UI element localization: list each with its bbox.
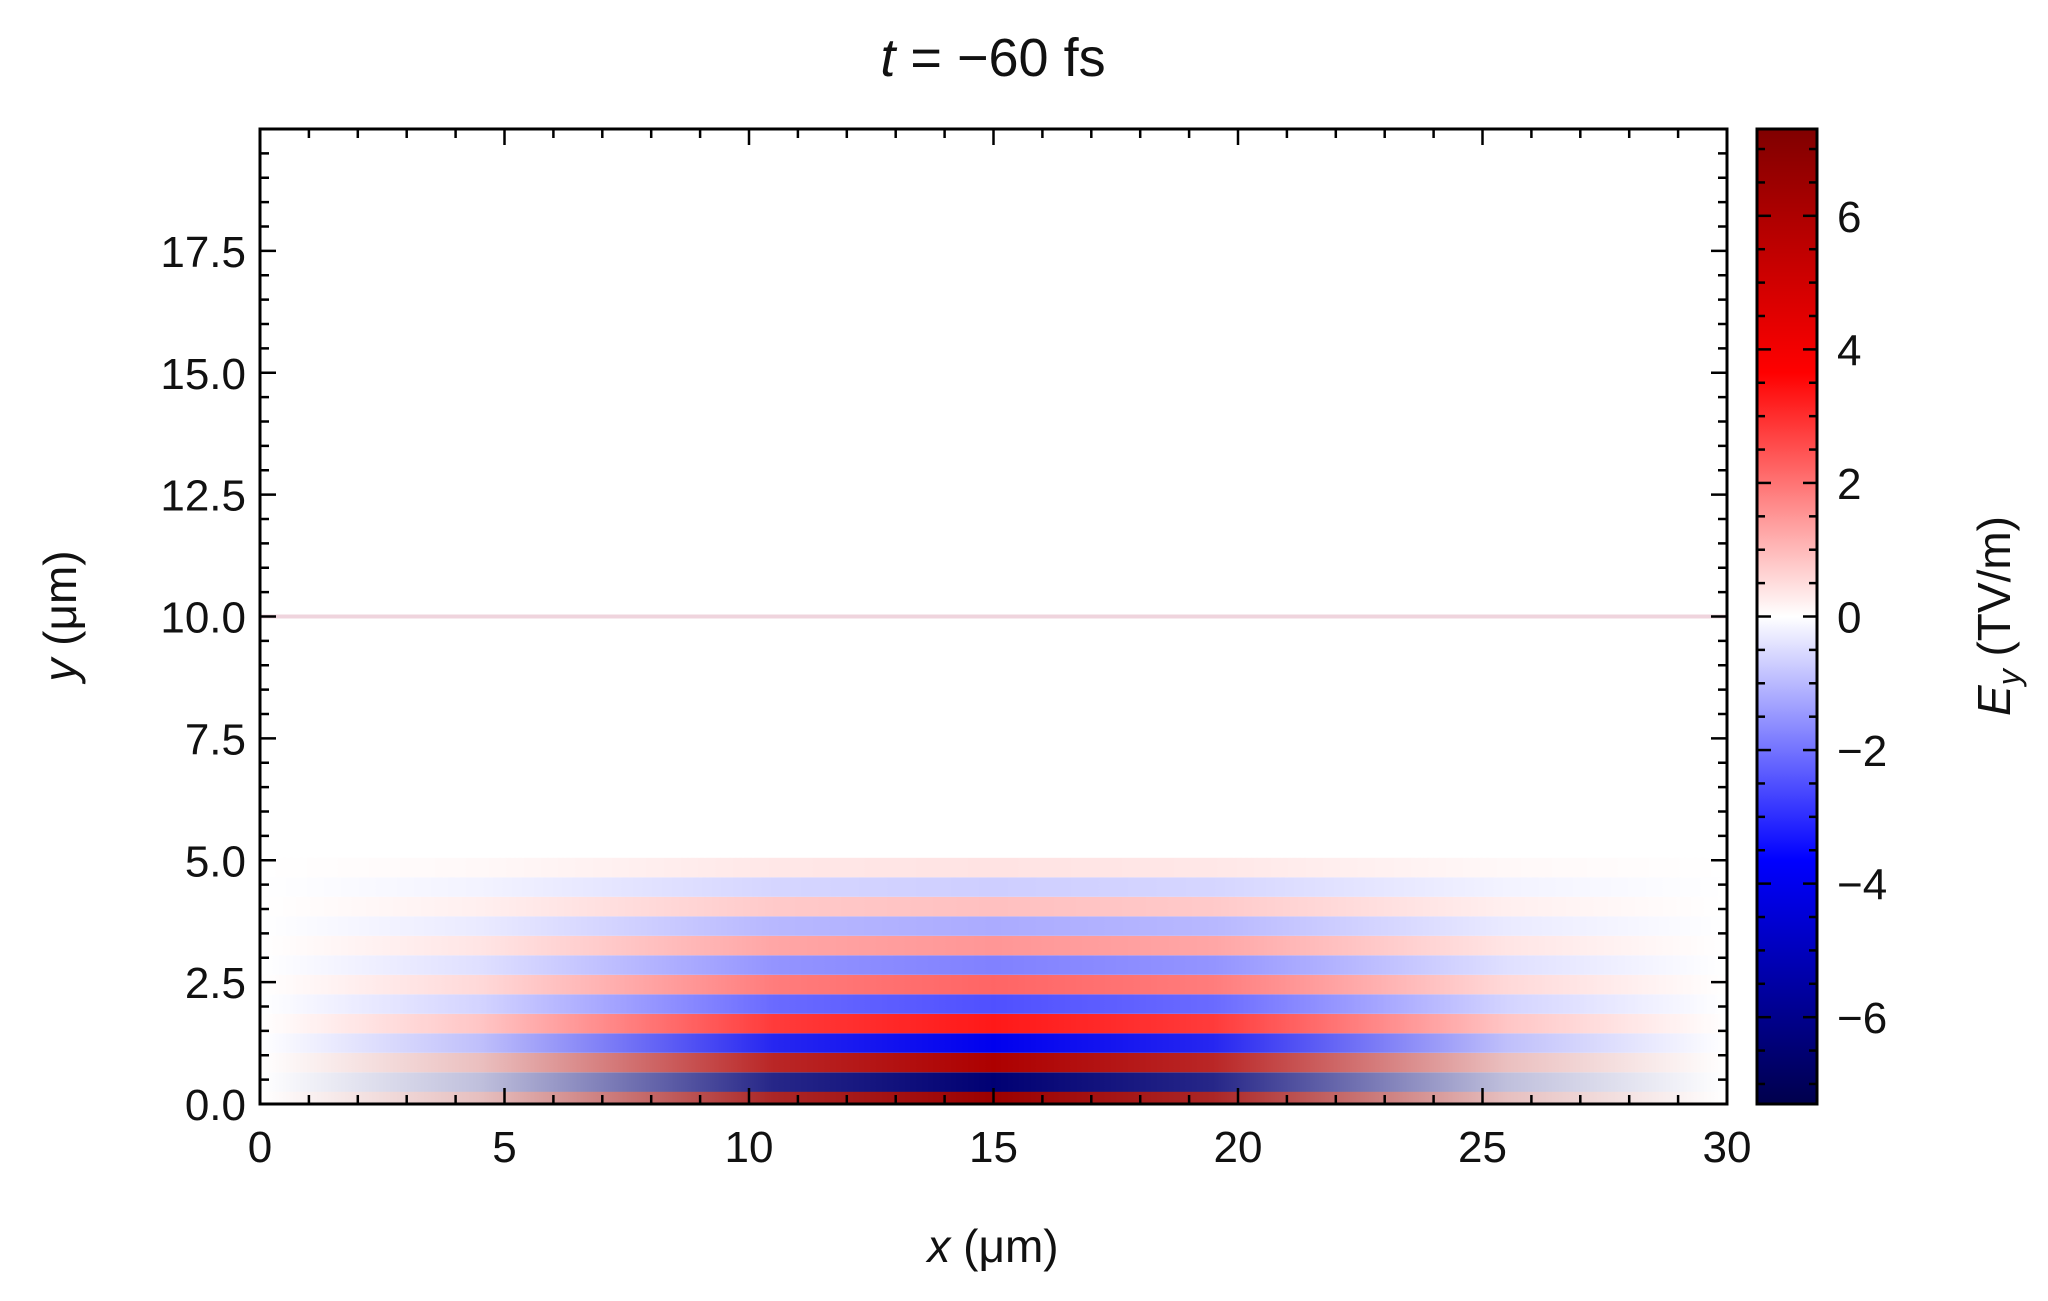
field-band: [260, 935, 1727, 956]
y-ticks: 0.0 2.5 5.0 7.5 10.0 12.5 15.0 17.5: [160, 127, 1727, 1130]
y-tick-label: 12.5: [160, 472, 246, 521]
colorbar-ticks: −6 −4 −2 0 2 4 6: [1757, 147, 1887, 1086]
field-band: [260, 955, 1727, 975]
x-tick-label: 20: [1214, 1123, 1263, 1172]
field-band: [260, 974, 1727, 995]
field-band: [260, 994, 1727, 1014]
field-band: [260, 1033, 1727, 1053]
colorbar-label: Ey (TV/m): [1968, 516, 2027, 716]
colorbar-tick-label: −6: [1837, 994, 1887, 1043]
y-tick-label: 15.0: [160, 350, 246, 399]
y-tick-label: 0.0: [185, 1081, 246, 1130]
x-tick-label: 30: [1703, 1123, 1752, 1172]
colorbar-tick-label: 0: [1837, 594, 1861, 643]
y-tick-label: 7.5: [185, 715, 246, 764]
y-tick-label: 17.5: [160, 228, 246, 277]
field-band: [260, 916, 1727, 936]
field-band: [260, 1052, 1727, 1073]
plot-area: 0 5 10 15 20 25 30 0.0 2.5 5.0 7.5 10.0 12.5 15.0 17.…: [160, 127, 1752, 1172]
colorbar: −6 −4 −2 0 2 4 6: [1755, 127, 1887, 1106]
field-band: [260, 1072, 1727, 1092]
colorbar-tick-label: 6: [1837, 193, 1861, 242]
x-tick-label: 25: [1458, 1123, 1507, 1172]
colorbar-tick-label: −2: [1837, 727, 1887, 776]
chart-title: t = −60 fs: [880, 28, 1105, 88]
field-band: [260, 857, 1727, 878]
colorbar-tick-label: 4: [1837, 326, 1861, 375]
field-band: [260, 877, 1727, 897]
y-axis-label: y (μm): [34, 550, 86, 684]
field-band: [260, 896, 1727, 917]
x-tick-label: 0: [248, 1123, 272, 1172]
x-ticks: 0 5 10 15 20 25 30: [248, 129, 1752, 1172]
y-tick-label: 10.0: [160, 594, 246, 643]
x-tick-label: 10: [725, 1123, 774, 1172]
colorbar-tick-label: −4: [1837, 861, 1887, 910]
y-tick-label: 2.5: [185, 959, 246, 1008]
field-band: [260, 1013, 1727, 1034]
field-layer: [260, 614, 1727, 1104]
x-tick-label: 15: [969, 1123, 1018, 1172]
y-tick-label: 5.0: [185, 837, 246, 886]
x-tick-label: 5: [492, 1123, 516, 1172]
colorbar-tick-label: 2: [1837, 460, 1861, 509]
x-axis-label: x (μm): [925, 1220, 1058, 1272]
